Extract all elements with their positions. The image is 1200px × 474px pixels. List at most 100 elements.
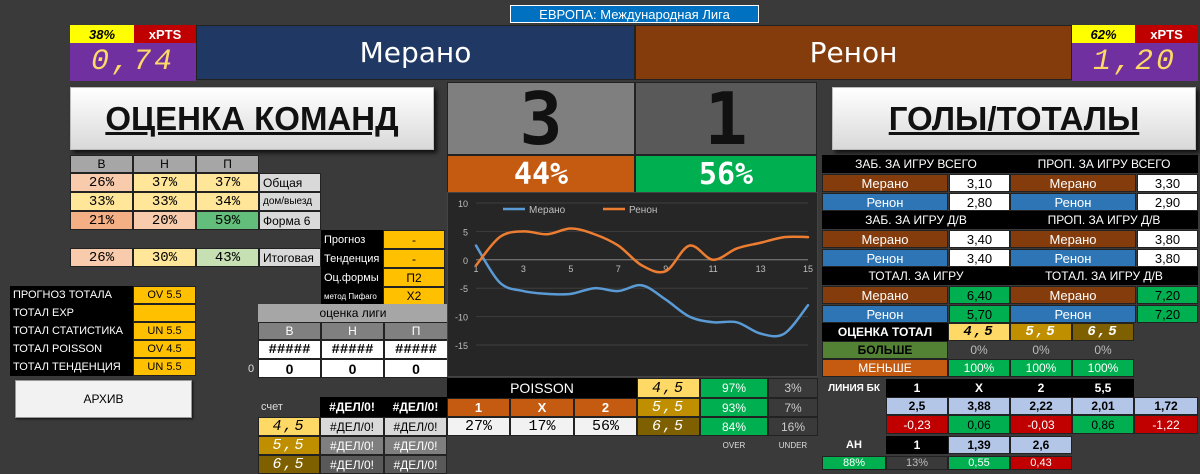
- totals-value-1: [133, 304, 196, 322]
- vnp-final-p: 43%: [196, 248, 259, 267]
- vnp-header-p: П: [196, 155, 259, 173]
- stat-home-label-1-right: Мерано: [1010, 230, 1136, 248]
- bottom-value-0: 88%: [822, 456, 886, 470]
- score-table-header: счет: [261, 401, 283, 413]
- chart-xtick-label: 13: [756, 264, 766, 274]
- home-score: 3: [447, 82, 635, 155]
- forecast-value-0: -: [383, 230, 445, 249]
- chart-ytick-label: 5: [463, 227, 468, 237]
- chart-ytick-label: -15: [455, 341, 468, 351]
- stat-home-value-1-left: 3,40: [949, 230, 1010, 248]
- vnp-homeaway-v: 33%: [70, 192, 133, 211]
- row-number-gutter: [0, 118, 8, 418]
- stat-home-value-2-right: 7,20: [1137, 286, 1198, 304]
- league-title: ЕВРОПА: Международная Лига: [510, 5, 759, 23]
- score-table-line-2: 6,5: [258, 455, 320, 474]
- vnp-form-p: 59%: [196, 211, 259, 230]
- home-xpts-value: 0,74: [70, 43, 196, 81]
- league-eval-hash-p: #####: [384, 340, 448, 359]
- vnp-final-label: Итоговая: [259, 248, 321, 267]
- forecast-label-2: Оц.формы: [321, 268, 383, 287]
- bk-diff-2: -0,03: [1010, 415, 1072, 434]
- chart-xtick-label: 9: [663, 264, 668, 274]
- league-eval-header-n: Н: [321, 322, 384, 340]
- poisson-line-2: 6,5: [637, 417, 700, 436]
- vnp-final-n: 30%: [133, 248, 196, 267]
- stat-title-1-left: ЗАБ. ЗА ИГРУ Д/В: [822, 211, 1010, 229]
- poisson-over-0: 97%: [700, 378, 768, 398]
- forecast-value-3: Х2: [383, 287, 445, 305]
- score-table-err-0b: #ДЕЛ/0!: [384, 417, 447, 436]
- poisson-line-1: 5,5: [637, 398, 700, 417]
- bk-header-2: 2: [1010, 379, 1072, 397]
- total-eval-more-0: 0%: [970, 343, 988, 357]
- trend-chart: 10 5 0 -5 -10 -15 1 3 5 7 9 11 13 15 Мерано Ренон: [447, 192, 818, 377]
- poisson-header-2: 2: [574, 398, 637, 417]
- stat-title-2-right: ТОТАЛ. ЗА ИГРУ Д/В: [1010, 267, 1198, 285]
- chart-xtick-label: 15: [803, 264, 813, 274]
- vnp-header-v: В: [70, 155, 133, 173]
- total-eval-line-2: 6,5: [1072, 323, 1134, 341]
- score-table-line-0: 4,5: [258, 417, 320, 436]
- vnp-general-p: 37%: [196, 173, 259, 192]
- total-eval-less-0: 100%: [948, 359, 1010, 377]
- total-eval-more-2: 0%: [1094, 343, 1112, 357]
- stat-away-label-2-right: Ренон: [1010, 305, 1136, 323]
- bk-header-total: 5,5: [1072, 379, 1134, 397]
- bk-diff-under: -1,22: [1134, 415, 1198, 434]
- league-eval-header-p: П: [384, 322, 448, 340]
- vnp-header-n: Н: [133, 155, 196, 173]
- totals-label-4: ТОТАЛ ТЕНДЕНЦИЯ: [10, 358, 133, 376]
- vnp-general-n: 37%: [133, 173, 196, 192]
- ah-value-0: 1: [886, 436, 948, 454]
- score-table-err-h2: #ДЕЛ/0!: [384, 397, 447, 417]
- forecast-label-0: Прогноз: [321, 230, 383, 249]
- chart-xtick-label: 7: [616, 264, 621, 274]
- home-score-pct: 44%: [447, 155, 635, 193]
- stat-away-label-2-left: Ренон: [822, 305, 948, 323]
- total-eval-line-0: 4,5: [948, 323, 1010, 341]
- stat-title-0-right: ПРОП. ЗА ИГРУ ВСЕГО: [1010, 155, 1198, 173]
- forecast-label-3: метод Пифаго: [321, 287, 383, 305]
- away-xpts-label: xPTS: [1135, 25, 1198, 43]
- score-table-err-0a: #ДЕЛ/0!: [320, 417, 384, 436]
- stat-title-0-left: ЗАБ. ЗА ИГРУ ВСЕГО: [822, 155, 1010, 173]
- poisson-under-1: 7%: [768, 398, 818, 417]
- chart-ytick-label: 10: [458, 199, 468, 209]
- total-eval-more-label: БОЛЬШЕ: [822, 341, 948, 359]
- vnp-homeaway-n: 33%: [133, 192, 196, 211]
- score-table-line-1: 5,5: [258, 436, 320, 455]
- score-table-err-1b: #ДЕЛ/0!: [384, 436, 447, 455]
- stat-home-value-0-right: 3,30: [1137, 174, 1198, 192]
- away-win-pct: 62%: [1072, 25, 1135, 43]
- chart-xtick-label: 5: [568, 264, 573, 274]
- goals-totals-button[interactable]: ГОЛЫ/ТОТАЛЫ: [832, 87, 1196, 150]
- totals-label-3: ТОТАЛ POISSON: [10, 340, 133, 358]
- league-eval-side-zero: 0: [247, 362, 255, 375]
- bottom-value-2: 0,55: [948, 456, 1010, 470]
- poisson-header-1: 1: [447, 398, 510, 417]
- forecast-value-2: П2: [383, 268, 445, 287]
- bottom-value-1: 13%: [886, 456, 948, 470]
- poisson-title: POISSON: [447, 378, 637, 398]
- total-eval-more-1: 0%: [1032, 343, 1050, 357]
- home-xpts-label: xPTS: [134, 25, 196, 43]
- bk-header-x: Х: [948, 379, 1010, 397]
- score-table-err-1a: #ДЕЛ/0!: [320, 436, 384, 455]
- poisson-line-0: 4,5: [637, 378, 700, 398]
- team-eval-button[interactable]: ОЦЕНКА КОМАНД: [70, 87, 434, 150]
- stat-home-label-0-left: Мерано: [822, 174, 948, 192]
- score-table-err-2a: #ДЕЛ/0!: [320, 455, 384, 474]
- away-score-pct: 56%: [635, 155, 817, 193]
- bk-odd-2: 2,22: [1010, 397, 1072, 415]
- league-eval-title: оценка лиги: [258, 304, 448, 322]
- stat-away-value-1-right: 3,80: [1137, 249, 1198, 267]
- bk-diff-1: -0,23: [886, 415, 948, 434]
- chart-ytick-label: -5: [460, 284, 468, 294]
- away-xpts-value: 1,20: [1072, 43, 1198, 81]
- chart-xtick-label: 3: [521, 264, 526, 274]
- vnp-general-label: Общая: [259, 173, 321, 192]
- stat-title-2-left: ТОТАЛ. ЗА ИГРУ: [822, 267, 1010, 285]
- archive-button[interactable]: АРХИВ: [15, 380, 192, 418]
